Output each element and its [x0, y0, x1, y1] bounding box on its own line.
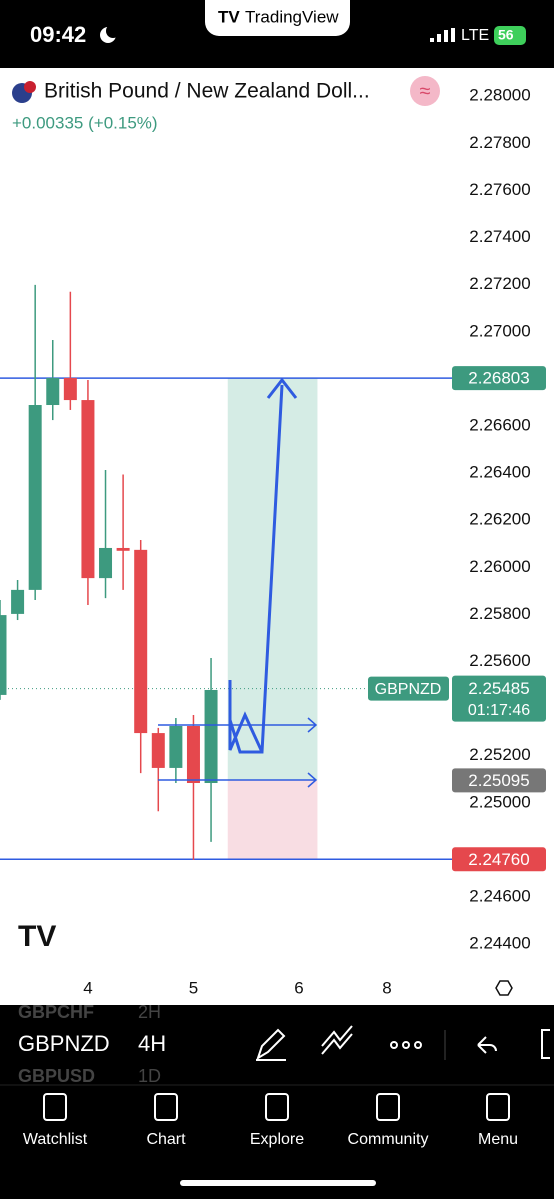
interval[interactable]: 4H: [138, 1031, 166, 1056]
moon-cut: [106, 24, 120, 38]
network: LTE: [461, 27, 489, 44]
nav-label[interactable]: Chart: [146, 1131, 186, 1148]
y-tick-label: 2.24600: [469, 886, 530, 905]
price-tag: [452, 768, 546, 793]
more-button[interactable]: [390, 1041, 422, 1049]
nav-icon[interactable]: [265, 1093, 289, 1121]
plot: 2.28000 2.27800 2.27600 2.27400 2.27200 2.270…: [0, 86, 546, 997]
candle-body: [204, 689, 218, 784]
candle-body: [63, 377, 77, 401]
symbol-tag: [368, 676, 449, 701]
candle-body: [186, 726, 200, 784]
price-tag-label: 2.26803: [468, 369, 529, 388]
pattern-tool[interactable]: [321, 1025, 353, 1055]
price-tag-label: 2.24760: [468, 850, 529, 869]
y-tick-label: 2.25200: [469, 745, 530, 764]
header-bg: [0, 68, 452, 148]
next-symbol: GBPUSD: [18, 1066, 95, 1086]
app-pill: [205, 0, 350, 36]
y-tick-label: 2.25600: [469, 651, 530, 670]
nav-icon[interactable]: [43, 1093, 67, 1121]
app-name: TradingView: [245, 7, 339, 26]
prev-symbol: GBPCHF: [18, 1002, 94, 1022]
clock: 09:42: [30, 22, 86, 47]
candle-body: [99, 547, 113, 579]
candle-body: [81, 400, 95, 579]
y-tick-label: 2.27000: [469, 321, 530, 340]
battery-level: 56: [498, 27, 514, 43]
battery: [494, 26, 526, 45]
y-tick-label: 2.28000: [469, 86, 530, 105]
home-indicator: [180, 1180, 376, 1186]
tv-logo: TV: [218, 7, 240, 26]
candle-body: [169, 726, 183, 768]
y-tick-label: 2.26400: [469, 463, 530, 482]
y-tick-label: 2.24400: [469, 934, 530, 953]
candle-body: [134, 549, 148, 734]
bottom-bar: [0, 1005, 554, 1199]
candle-body: [28, 405, 42, 590]
arrow-lines: [158, 717, 318, 788]
nav-label[interactable]: Explore: [250, 1131, 304, 1148]
y-tick-label: 2.27600: [469, 180, 530, 199]
y-tick-label: 2.27800: [469, 133, 530, 152]
settings-icon: [495, 980, 513, 996]
price-tag-label: 2.25095: [468, 771, 529, 790]
candle-body: [116, 547, 130, 551]
candle-body: [11, 589, 25, 614]
candle-body: [151, 733, 165, 768]
x-tick-label: 5: [189, 978, 198, 997]
indicator-button[interactable]: [410, 76, 440, 106]
symbol-tag-label: GBPNZD: [375, 681, 442, 698]
signal-icon: [430, 28, 455, 42]
price-change: +0.00335 (+0.15%): [12, 113, 158, 132]
tv-watermark: TV: [18, 920, 56, 953]
nav-icon[interactable]: [154, 1093, 178, 1121]
y-tick-label: 2.27400: [469, 227, 530, 246]
countdown: 01:17:46: [468, 702, 530, 719]
price-tag: [452, 847, 546, 872]
indicator-icon[interactable]: ≈: [420, 80, 431, 102]
symbol[interactable]: GBPNZD: [18, 1031, 110, 1056]
x-tick-label: 4: [83, 978, 92, 997]
y-tick-label: 2.25000: [469, 792, 530, 811]
nav-label[interactable]: Menu: [478, 1131, 518, 1148]
nav-icon[interactable]: [376, 1093, 400, 1121]
nav-label[interactable]: Community: [348, 1131, 429, 1148]
freehand-drawing: [228, 377, 298, 754]
nav-label[interactable]: Watchlist: [23, 1131, 88, 1148]
undo-button[interactable]: [477, 1036, 497, 1054]
y-tick-label: 2.26200: [469, 510, 530, 529]
y-tick-label: 2.26000: [469, 557, 530, 576]
price-tag: [452, 366, 546, 391]
next-interval: 1D: [138, 1066, 161, 1086]
y-tick-label: 2.26600: [469, 415, 530, 434]
candle-body: [46, 377, 60, 406]
last-price-tag: [452, 675, 546, 722]
y-tick-label: 2.25800: [469, 604, 530, 623]
candle-body: [0, 615, 7, 695]
loss-zone: [227, 780, 318, 860]
prev-interval: 2H: [138, 1002, 161, 1022]
x-tick-label: 8: [382, 978, 391, 997]
x-tick-label: 6: [294, 978, 303, 997]
nav-icon[interactable]: [486, 1093, 510, 1121]
draw-tool[interactable]: [256, 1028, 286, 1061]
last-price-label: 2.25485: [468, 679, 529, 698]
nav-bar: Watchlist Chart Explore Community Menu: [23, 1093, 518, 1148]
flag-icon-2: [24, 81, 36, 93]
y-tick-label: 2.27200: [469, 274, 530, 293]
symbol-title: British Pound / New Zealand Doll...: [44, 80, 370, 103]
redo-button[interactable]: [541, 1029, 550, 1059]
